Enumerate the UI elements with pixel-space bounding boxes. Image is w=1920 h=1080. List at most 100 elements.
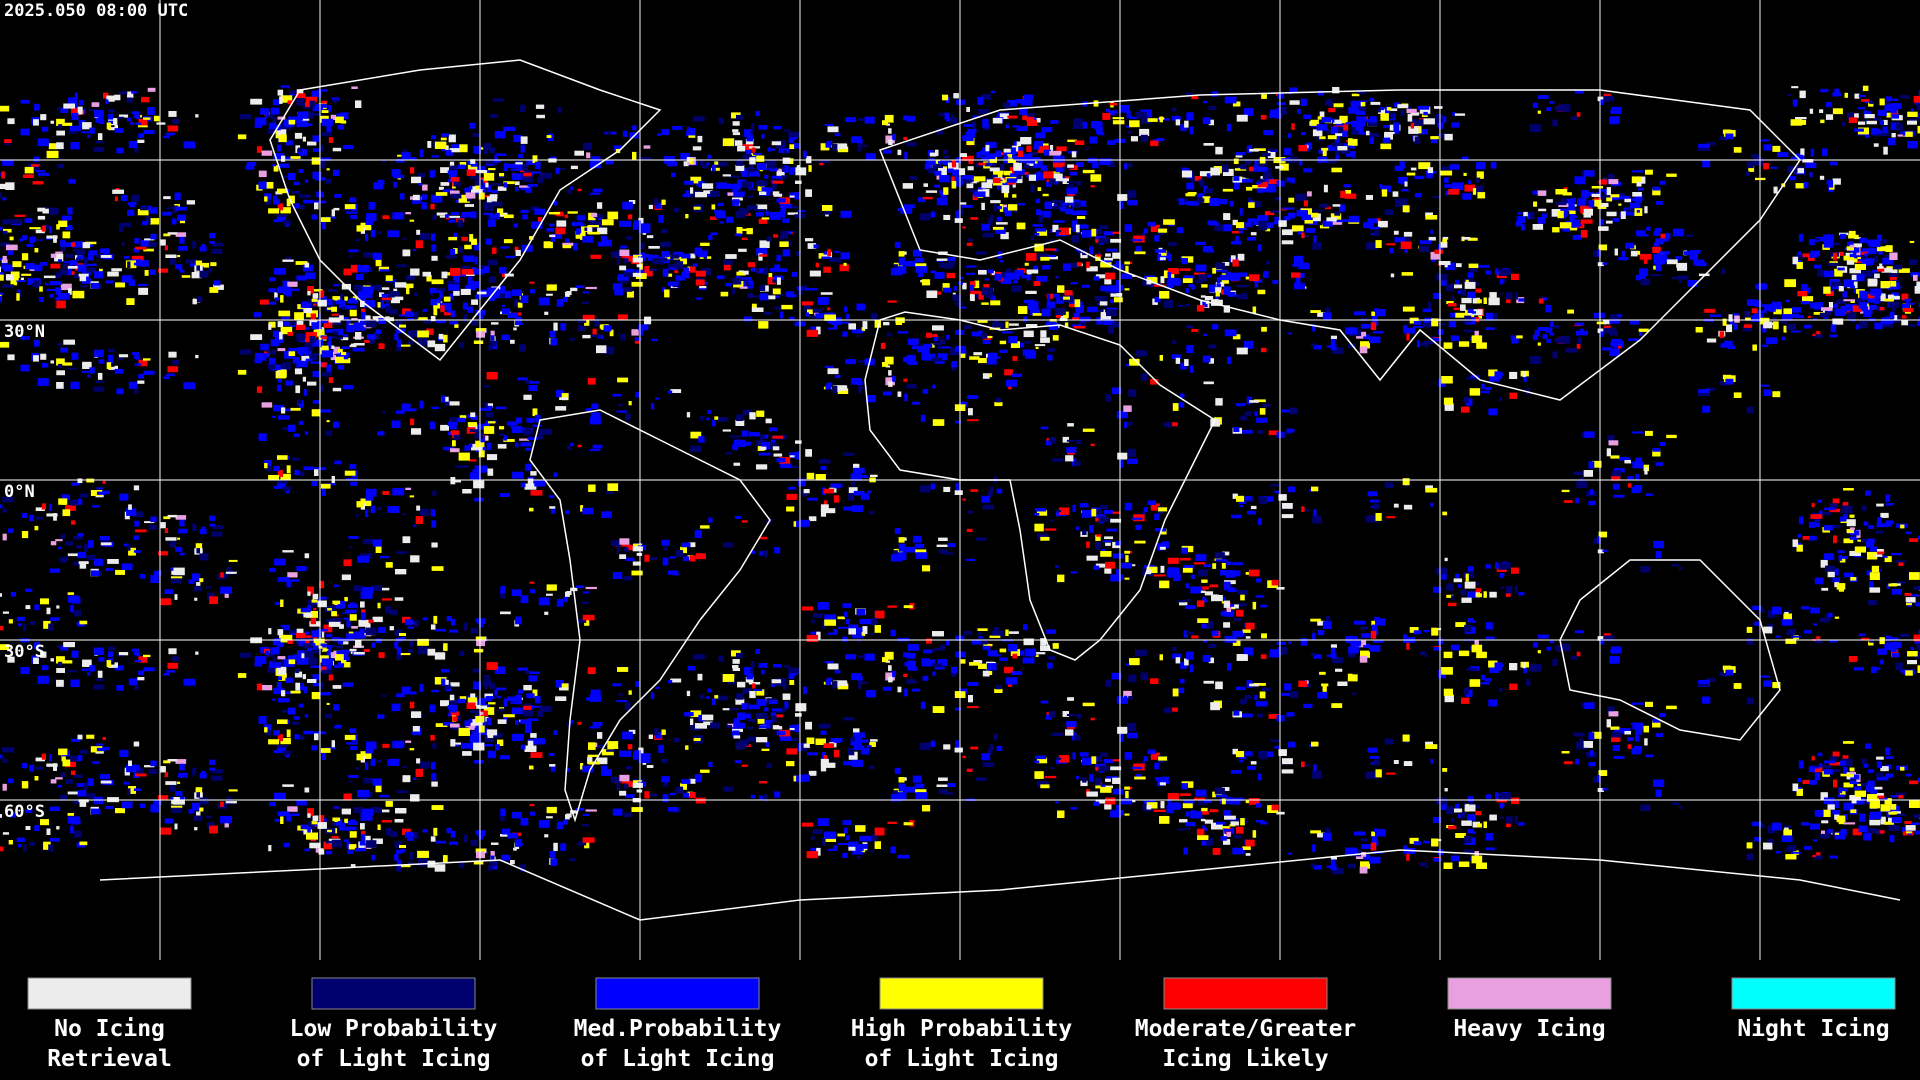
icing-pixel bbox=[681, 271, 690, 279]
icing-pixel bbox=[1417, 105, 1430, 110]
icing-pixel bbox=[501, 334, 511, 341]
icing-pixel bbox=[1885, 319, 1893, 324]
icing-pixel bbox=[823, 209, 832, 215]
icing-pixel bbox=[1603, 319, 1611, 325]
icing-pixel bbox=[576, 215, 586, 221]
icing-pixel bbox=[1074, 299, 1081, 308]
icing-pixel bbox=[286, 290, 291, 297]
icing-pixel bbox=[1226, 607, 1231, 612]
icing-pixel bbox=[1819, 175, 1825, 180]
icing-pixel bbox=[1423, 118, 1435, 125]
icing-pixel bbox=[770, 148, 775, 151]
icing-pixel bbox=[1125, 364, 1130, 367]
icing-pixel bbox=[1016, 126, 1028, 131]
icing-pixel bbox=[967, 395, 979, 399]
icing-pixel bbox=[260, 108, 269, 115]
icing-pixel bbox=[1215, 269, 1228, 272]
icing-pixel bbox=[471, 238, 477, 245]
icing-pixel bbox=[377, 231, 382, 235]
icing-pixel bbox=[1746, 406, 1754, 414]
icing-pixel bbox=[1788, 639, 1797, 643]
icing-pixel bbox=[463, 255, 475, 262]
icing-pixel bbox=[164, 528, 168, 533]
icing-pixel bbox=[1007, 115, 1018, 119]
icing-pixel bbox=[667, 570, 679, 575]
icing-pixel bbox=[1275, 197, 1282, 201]
icing-pixel bbox=[335, 356, 344, 364]
icing-pixel bbox=[1798, 516, 1804, 525]
icing-pixel bbox=[1462, 156, 1469, 160]
icing-pixel bbox=[123, 543, 129, 547]
icing-pixel bbox=[385, 275, 393, 281]
icing-pixel bbox=[1108, 326, 1114, 334]
icing-pixel bbox=[773, 234, 779, 238]
icing-pixel bbox=[1334, 211, 1341, 216]
icing-pixel bbox=[1797, 291, 1808, 297]
icing-pixel bbox=[1110, 285, 1122, 293]
icing-pixel bbox=[791, 272, 797, 277]
icing-pixel bbox=[1440, 241, 1448, 248]
icing-pixel bbox=[377, 179, 385, 184]
icing-pixel bbox=[1036, 118, 1041, 123]
icing-pixel bbox=[1074, 202, 1081, 208]
icing-pixel bbox=[85, 263, 97, 267]
icing-pixel bbox=[1721, 268, 1725, 274]
icing-pixel bbox=[1109, 322, 1120, 328]
icing-pixel bbox=[1862, 294, 1870, 300]
icing-pixel bbox=[1861, 99, 1870, 102]
icing-pixel bbox=[348, 546, 353, 549]
icing-pixel bbox=[951, 159, 957, 168]
icing-pixel bbox=[840, 252, 850, 260]
icing-pixel bbox=[220, 572, 224, 578]
icing-pixel bbox=[607, 130, 612, 135]
icing-pixel bbox=[282, 220, 291, 225]
icing-pixel bbox=[40, 114, 47, 121]
icing-pixel bbox=[468, 276, 473, 282]
icing-pixel bbox=[1807, 315, 1812, 318]
icing-pixel bbox=[650, 403, 655, 410]
icing-pixel bbox=[192, 299, 197, 305]
icing-pixel bbox=[121, 275, 133, 283]
icing-pixel bbox=[1687, 280, 1697, 287]
icing-pixel bbox=[1128, 551, 1133, 554]
icing-pixel bbox=[1865, 258, 1875, 265]
icing-pixel bbox=[489, 339, 497, 346]
icing-pixel bbox=[1040, 256, 1050, 261]
icing-pixel bbox=[1608, 195, 1617, 200]
icing-pixel bbox=[1597, 205, 1607, 209]
icing-pixel bbox=[299, 204, 305, 210]
icing-pixel bbox=[175, 232, 187, 237]
icing-pixel bbox=[502, 308, 511, 315]
icing-pixel bbox=[1472, 591, 1480, 598]
icing-pixel bbox=[1034, 228, 1047, 232]
icing-pixel bbox=[732, 129, 739, 133]
icing-pixel bbox=[1434, 106, 1443, 109]
icing-pixel bbox=[1033, 281, 1041, 286]
icing-pixel bbox=[845, 313, 850, 319]
icing-pixel bbox=[1618, 195, 1631, 200]
icing-pixel bbox=[296, 98, 305, 106]
icing-pixel bbox=[1327, 135, 1337, 140]
icing-pixel bbox=[1046, 321, 1056, 326]
icing-pixel bbox=[56, 358, 65, 366]
icing-pixel bbox=[1602, 549, 1608, 552]
icing-pixel bbox=[774, 264, 781, 271]
icing-pixel bbox=[1863, 521, 1869, 526]
icing-pixel bbox=[742, 270, 749, 275]
icing-pixel bbox=[980, 155, 989, 158]
icing-pixel bbox=[1552, 119, 1558, 127]
icing-pixel bbox=[588, 217, 596, 226]
icing-pixel bbox=[1075, 224, 1080, 233]
icing-pixel bbox=[619, 538, 630, 545]
icing-pixel bbox=[462, 489, 472, 494]
icing-pixel bbox=[1235, 403, 1245, 407]
icing-pixel bbox=[529, 507, 534, 512]
icing-pixel bbox=[323, 320, 333, 328]
icing-pixel bbox=[280, 295, 284, 303]
icing-pixel bbox=[851, 482, 855, 487]
icing-pixel bbox=[1017, 203, 1025, 206]
icing-pixel bbox=[982, 373, 990, 379]
icing-pixel bbox=[68, 131, 78, 134]
icing-pixel bbox=[167, 125, 179, 132]
icing-pixel bbox=[65, 541, 73, 546]
